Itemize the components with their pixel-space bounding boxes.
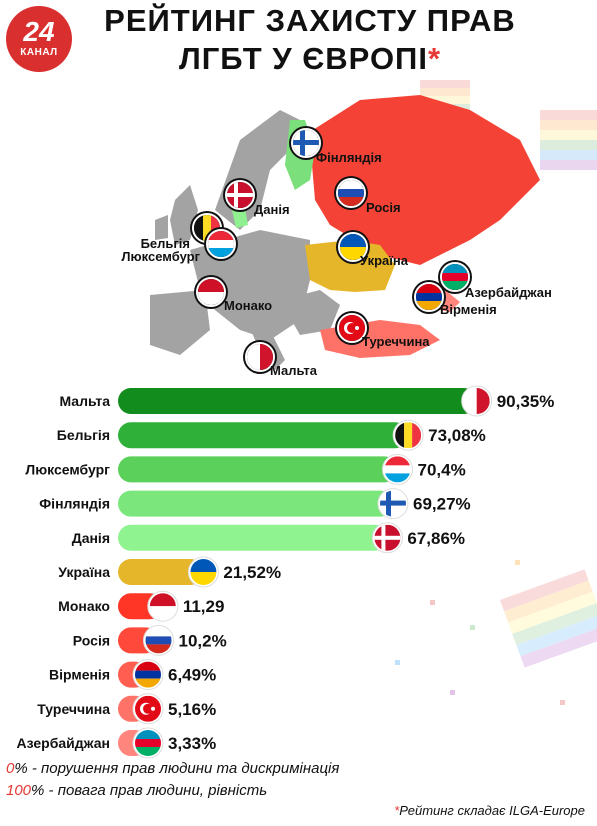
category-label: Вірменія [49, 667, 110, 683]
europe-map [150, 95, 540, 374]
map-label-azerbaijan: Азербайджан [465, 285, 552, 300]
value-label: 73,08% [428, 426, 486, 445]
value-label: 21,52% [223, 563, 281, 582]
balkans-shape [280, 290, 340, 335]
category-label: Мальта [59, 393, 110, 409]
map-label-turkey: Туреччина [362, 334, 430, 349]
legend-line-1-text: % - порушення прав людини та дискримінац… [14, 760, 340, 777]
value-label: 6,49% [168, 666, 216, 685]
azerbaijan-pin [440, 262, 470, 292]
denmark-pin [225, 180, 255, 210]
page-title: РЕЙТИНГ ЗАХИСТУ ПРАВ ЛГБТ У ЄВРОПІ* [90, 2, 530, 78]
category-label: Україна [58, 564, 110, 580]
map-label-russia: Росія [366, 200, 401, 215]
title-line-1: РЕЙТИНГ ЗАХИСТУ ПРАВ [104, 3, 516, 38]
map-label-luxembourg: Люксембург [121, 249, 200, 264]
turkey-pin [337, 313, 367, 343]
map-label-belgium: Бельгія [140, 236, 190, 251]
ukraine-pin [338, 232, 368, 262]
category-label: Росія [73, 632, 110, 648]
bar [118, 559, 204, 585]
iberia-shape [150, 290, 210, 355]
map-label-monaco: Монако [224, 298, 273, 313]
luxembourg-pin [206, 229, 236, 259]
category-label: Бельгія [57, 427, 110, 443]
bar [118, 490, 394, 517]
logo-name: КАНАЛ [20, 47, 58, 58]
armenia-pin [414, 282, 444, 312]
bar [118, 422, 409, 449]
luxembourg-flag-icon [381, 453, 413, 485]
category-label: Фінляндія [39, 496, 110, 512]
category-label: Люксембург [25, 461, 110, 477]
monaco-flag-icon [147, 590, 179, 622]
legend-line-2-text: % - повага прав людини, рівність [31, 782, 268, 799]
category-label: Туреччина [37, 701, 110, 717]
credit-text: Рейтинг складає ILGA-Europe [399, 803, 585, 818]
title-star: * [427, 41, 442, 76]
legend-line-1-value: 0 [6, 760, 15, 777]
uk-shape [170, 185, 198, 245]
legend-line-1: 0% - порушення прав людини та дискриміна… [6, 760, 339, 777]
russia-shape [305, 95, 540, 265]
bar [118, 456, 398, 483]
channel-logo: 24 КАНАЛ [6, 6, 72, 72]
bar [118, 388, 477, 414]
title-line-2: ЛГБТ У ЄВРОПІ [178, 41, 428, 76]
map-label-armenia: Вірменія [440, 302, 497, 317]
value-label: 69,27% [413, 495, 471, 514]
malta-pin [245, 342, 275, 372]
map-label-ukraine: Україна [360, 253, 409, 268]
logo-number: 24 [23, 16, 55, 47]
russia-pin [336, 178, 366, 208]
turkey-flag-icon [132, 693, 164, 725]
azerbaijan-flag-icon [132, 727, 164, 759]
value-label: 5,16% [168, 700, 216, 719]
malta-flag-icon [461, 385, 493, 417]
finland-flag-icon [377, 488, 409, 520]
category-label: Азербайджан [17, 735, 111, 751]
ukraine-flag-icon [187, 556, 219, 588]
value-label: 70,4% [417, 460, 465, 479]
credit-star: * [394, 803, 400, 818]
value-label: 90,35% [497, 392, 555, 411]
map-label-malta: Мальта [270, 363, 317, 378]
russia-flag-icon [142, 624, 174, 656]
value-label: 67,86% [407, 529, 465, 548]
value-label: 10,2% [178, 631, 226, 650]
value-label: 11,29 [183, 597, 225, 616]
finland-pin [291, 128, 321, 158]
legend-line-2: 100% - повага прав людини, рівність [6, 782, 267, 799]
belgium-pin [192, 213, 222, 243]
category-label: Монако [58, 598, 110, 614]
category-label: Данія [72, 530, 110, 546]
bar [118, 524, 388, 551]
source-credit: *Рейтинг складає ILGA-Europe [394, 803, 585, 818]
map-label-denmark: Данія [254, 202, 290, 217]
value-label: 3,33% [168, 734, 216, 753]
ireland-shape [155, 215, 168, 240]
lgbt-rating-bar-chart: Мальта 90,35% Бельгія 73,08% Люксембург 70,4%… [17, 385, 555, 759]
armenia-flag-icon [132, 659, 164, 691]
denmark-flag-icon [371, 522, 403, 554]
legend-line-2-value: 100 [6, 782, 32, 799]
ukraine-shape [305, 240, 395, 292]
monaco-pin [196, 277, 226, 307]
belgium-flag-icon [392, 419, 424, 451]
denmark-shape [232, 208, 248, 228]
map-label-finland: Фінляндія [316, 150, 382, 165]
